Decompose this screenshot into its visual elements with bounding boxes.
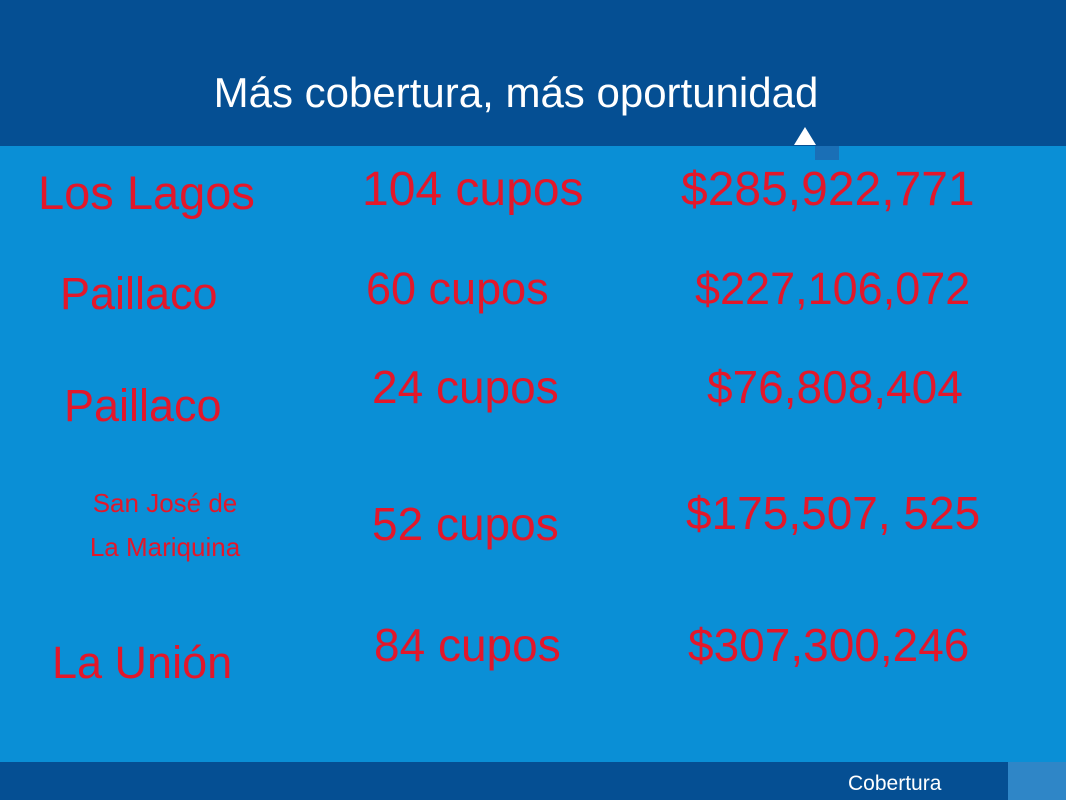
amount-los-lagos: $285,922,771 bbox=[681, 163, 975, 216]
amount-la-union: $307,300,246 bbox=[688, 619, 970, 671]
slide-title: Más cobertura, más oportunidad bbox=[213, 69, 819, 116]
place-la-union: La Unión bbox=[52, 637, 233, 688]
triangle-marker-icon bbox=[794, 127, 816, 145]
footer-bar bbox=[0, 762, 1066, 800]
marker-shadow bbox=[815, 146, 839, 160]
place-paillaco-2: Paillaco bbox=[64, 380, 222, 431]
place-line-1: San José de bbox=[92, 488, 238, 518]
amount-paillaco-1: $227,106,072 bbox=[695, 263, 971, 314]
place-san-jose-de-la-mariquina: San José de La Mariquina bbox=[50, 481, 280, 569]
place-los-lagos: Los Lagos bbox=[38, 166, 255, 219]
place-paillaco-1: Paillaco bbox=[60, 268, 218, 319]
cupos-paillaco-2: 24 cupos bbox=[372, 361, 559, 413]
cupos-paillaco-1: 60 cupos bbox=[366, 263, 549, 314]
cupos-la-union: 84 cupos bbox=[374, 619, 561, 671]
cupos-san-jose: 52 cupos bbox=[372, 498, 559, 550]
cupos-los-lagos: 104 cupos bbox=[362, 163, 584, 216]
header-bar bbox=[0, 0, 1066, 146]
amount-san-jose: $175,507, 525 bbox=[686, 487, 981, 539]
place-line-2: La Mariquina bbox=[89, 532, 241, 562]
amount-paillaco-2: $76,808,404 bbox=[707, 361, 963, 413]
footer-label: Cobertura bbox=[848, 772, 942, 795]
footer-box bbox=[1008, 762, 1066, 800]
